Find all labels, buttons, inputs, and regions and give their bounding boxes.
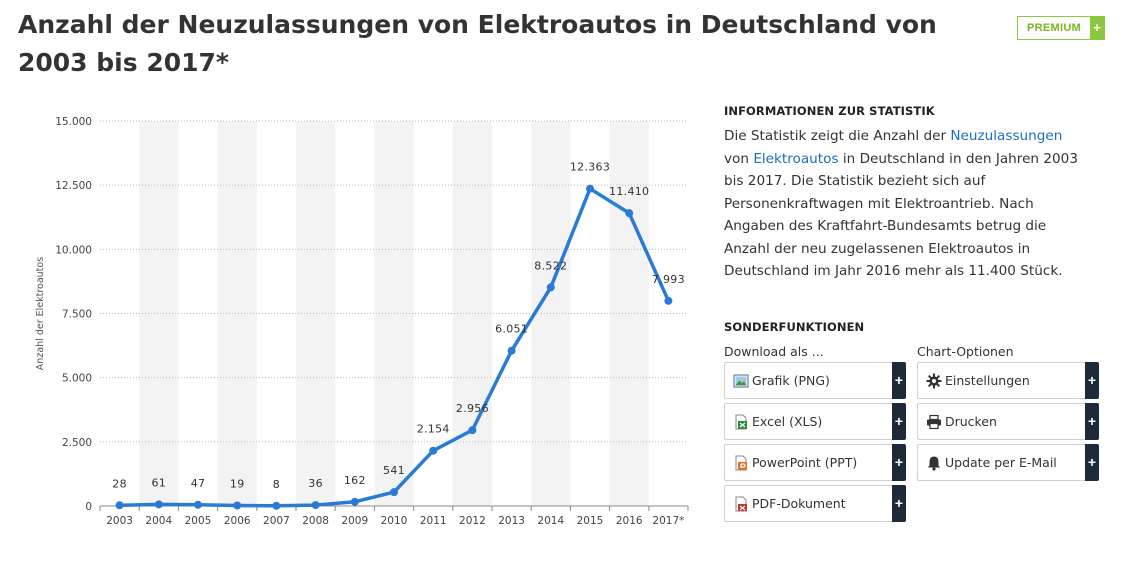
data-point — [429, 446, 438, 455]
data-point — [625, 209, 634, 218]
data-point — [586, 184, 594, 193]
powerpoint-file-icon — [735, 455, 747, 470]
pdf-file-icon — [735, 496, 747, 511]
x-tick-label: 2009 — [341, 515, 368, 527]
chart-options-label: Chart-Optionen — [917, 344, 1014, 359]
plus-icon: + — [1085, 444, 1099, 481]
data-point — [546, 283, 555, 292]
data-label: 19 — [230, 478, 245, 491]
download-png-button[interactable]: Grafik (PNG) + — [724, 362, 906, 399]
y-tick-label: 0 — [85, 501, 92, 513]
download-xls-button[interactable]: Excel (XLS) + — [724, 403, 906, 440]
info-section-title: INFORMATIONEN ZUR STATISTIK — [724, 104, 935, 118]
data-label: 36 — [308, 477, 323, 490]
image-file-icon — [733, 374, 749, 387]
download-ppt-button[interactable]: PowerPoint (PPT) + — [724, 444, 906, 481]
data-point — [154, 500, 163, 509]
premium-plus-icon: + — [1090, 17, 1105, 39]
x-tick-label: 2010 — [381, 515, 408, 527]
data-label: 28 — [112, 477, 127, 490]
info-text: Die Statistik zeigt die Anzahl der Neuzu… — [724, 125, 1089, 283]
settings-label: Einstellungen — [945, 373, 1030, 388]
x-tick-label: 2012 — [459, 515, 486, 527]
plus-icon: + — [892, 362, 906, 399]
link-elektroautos[interactable]: Elektroautos — [753, 150, 839, 167]
data-point — [507, 346, 516, 355]
data-label: 2.956 — [456, 402, 489, 415]
email-update-label: Update per E-Mail — [945, 455, 1057, 470]
data-point — [115, 501, 124, 510]
x-tick-label: 2008 — [302, 515, 329, 527]
info-text-part: Die Statistik zeigt die Anzahl der — [724, 128, 951, 144]
bell-icon — [928, 456, 940, 471]
data-label: 11.410 — [609, 185, 649, 198]
background-band — [609, 121, 649, 506]
data-label: 6.051 — [495, 323, 528, 336]
info-text-part: in Deutschland in den Jahren 2003 bis 20… — [724, 150, 1078, 280]
data-point — [390, 488, 398, 497]
chart-area: 0 2.500 5.000 7.500 10.000 12.500 15.000 2003 20… — [30, 100, 710, 540]
download-ppt-label: PowerPoint (PPT) — [752, 455, 858, 470]
y-tick-label: 10.000 — [55, 244, 92, 256]
data-label: 7.993 — [652, 273, 685, 286]
plus-icon: + — [1085, 403, 1099, 440]
page-title: Anzahl der Neuzulassungen von Elektroaut… — [18, 10, 937, 77]
excel-file-icon — [735, 414, 747, 429]
data-label: 8.522 — [534, 259, 567, 272]
line-chart: 0 2.500 5.000 7.500 10.000 12.500 15.000 2003 20… — [35, 116, 689, 527]
printer-icon — [927, 414, 941, 429]
y-axis-title: Anzahl der Elektroautos — [35, 257, 46, 370]
settings-button[interactable]: Einstellungen + — [917, 362, 1099, 399]
x-tick-label: 2006 — [224, 515, 251, 527]
download-xls-label: Excel (XLS) — [752, 414, 823, 429]
data-point — [194, 500, 202, 509]
download-label: Download als ... — [724, 344, 824, 359]
data-point — [468, 426, 477, 435]
download-pdf-label: PDF-Dokument — [752, 496, 846, 511]
print-label: Drucken — [945, 414, 997, 429]
download-png-label: Grafik (PNG) — [752, 373, 830, 388]
plus-icon: + — [1085, 362, 1099, 399]
download-pdf-button[interactable]: PDF-Dokument + — [724, 485, 906, 522]
y-tick-label: 7.500 — [62, 309, 92, 321]
data-point — [272, 501, 281, 510]
data-label: 162 — [344, 474, 366, 487]
y-tick-label: 15.000 — [55, 116, 92, 128]
data-label: 541 — [383, 464, 405, 477]
x-tick-label: 2016 — [616, 515, 643, 527]
data-label: 8 — [273, 478, 280, 491]
x-tick-label: 2013 — [498, 515, 525, 527]
x-tick-label: 2004 — [145, 515, 172, 527]
x-tick-label: 2017* — [652, 515, 684, 527]
data-label: 47 — [191, 477, 206, 490]
x-tick-label: 2007 — [263, 515, 290, 527]
premium-label: PREMIUM — [1027, 22, 1082, 34]
data-point — [233, 501, 242, 510]
info-text-part: von — [724, 150, 754, 167]
plus-icon: + — [892, 403, 906, 440]
print-button[interactable]: Drucken + — [917, 403, 1099, 440]
data-point — [311, 501, 320, 510]
data-label: 12.363 — [570, 161, 610, 174]
premium-button[interactable]: PREMIUM + — [1017, 16, 1106, 40]
data-label: 2.154 — [417, 423, 450, 436]
data-point — [664, 296, 673, 305]
y-tick-label: 5.000 — [62, 373, 92, 385]
y-tick-label: 12.500 — [55, 180, 92, 192]
email-update-button[interactable]: Update per E-Mail + — [917, 444, 1099, 481]
sonder-section-title: SONDERFUNKTIONEN — [724, 320, 865, 334]
gear-icon — [926, 373, 942, 388]
data-point — [350, 497, 359, 506]
plus-icon: + — [892, 485, 906, 522]
plus-icon: + — [892, 444, 906, 481]
x-tick-label: 2014 — [537, 515, 564, 527]
x-tick-label: 2005 — [185, 515, 212, 527]
x-tick-label: 2011 — [420, 515, 447, 527]
x-tick-label: 2003 — [106, 515, 133, 527]
y-tick-label: 2.500 — [62, 437, 92, 449]
link-neuzulassungen[interactable]: Neuzulassungen — [950, 128, 1063, 144]
data-label: 61 — [151, 476, 166, 489]
x-tick-label: 2015 — [577, 515, 604, 527]
